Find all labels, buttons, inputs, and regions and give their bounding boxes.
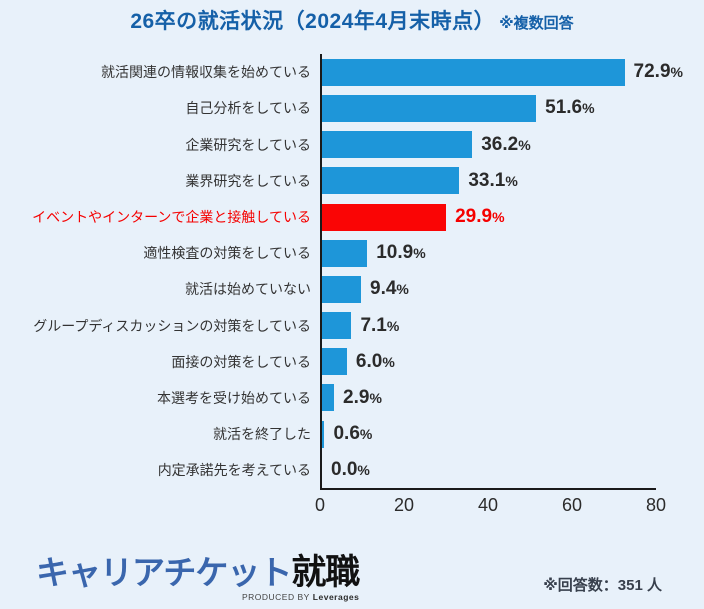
plot-area: 7.1%: [320, 307, 654, 344]
chart-row: 企業研究をしている 36.2%: [0, 126, 704, 163]
bar: [322, 348, 347, 376]
category-label: 就活関連の情報収集を始めている: [101, 64, 311, 81]
value-label: 9.4%: [370, 278, 409, 300]
category-label: 本選考を受け始めている: [157, 389, 311, 406]
x-axis-ticks: 0 20 40 60 80: [315, 490, 666, 518]
chart-row: 業界研究をしている 33.1%: [0, 162, 704, 199]
chart-row: イベントやインターンで企業と接触している 29.9%: [0, 198, 704, 236]
x-tick-label: 80: [645, 495, 667, 516]
chart-row: 自己分析をしている 51.6%: [0, 90, 704, 127]
value-label: 29.9%: [455, 206, 505, 228]
page-title: 26卒の就活状況（2024年4月末時点） ※複数回答: [0, 0, 704, 34]
chart-row: 内定承諾先を考えている 0.0%: [0, 452, 704, 489]
value-label: 33.1%: [468, 169, 518, 191]
logo-produced-by: PRODUCED BY Leverages: [241, 591, 360, 602]
brand-logo-text: キャリアチケット就職: [36, 552, 360, 592]
bar: [322, 275, 361, 303]
page-title-note: ※複数回答: [499, 15, 574, 32]
category-label: 適性検査の対策をしている: [143, 245, 311, 262]
category-label: グループディスカッションの対策をしている: [33, 317, 311, 334]
category-label: イベントやインターンで企業と接触している: [32, 209, 311, 226]
plot-area: 6.0%: [320, 343, 654, 380]
bar-chart: 就活関連の情報収集を始めている 72.9% 自己分析をしている 51.6% 企業研究をし…: [0, 54, 704, 518]
bar-rows: 就活関連の情報収集を始めている 72.9% 自己分析をしている 51.6% 企業研究をし…: [0, 54, 704, 489]
bar: [322, 239, 368, 267]
chart-row: 就活を終了した 0.6%: [0, 416, 704, 453]
respondents-note: ※回答数：351 人: [543, 577, 662, 594]
bar: [322, 167, 460, 195]
bar: [322, 384, 335, 412]
plot-area: 0.6%: [320, 416, 654, 453]
plot-area: 9.4%: [320, 271, 654, 308]
brand-logo: キャリアチケット就職 PRODUCED BY Leverages: [36, 552, 360, 602]
x-tick-label: 40: [477, 495, 499, 516]
category-label: 面接の対策をしている: [171, 353, 311, 370]
bar: [322, 420, 325, 448]
category-label: 就活は始めていない: [185, 281, 311, 298]
value-label: 0.0%: [331, 459, 370, 481]
x-tick-label: 0: [314, 495, 326, 516]
chart-row: 就活関連の情報収集を始めている 72.9%: [0, 54, 704, 91]
x-tick-label: 60: [561, 495, 583, 516]
category-label: 内定承諾先を考えている: [157, 462, 311, 479]
plot-area: 72.9%: [320, 54, 683, 91]
chart-row: 就活は始めていない 9.4%: [0, 271, 704, 308]
value-label: 51.6%: [545, 97, 595, 119]
category-label: 企業研究をしている: [185, 136, 311, 153]
bar: [322, 312, 352, 340]
plot-area: 36.2%: [320, 126, 654, 163]
value-label: 0.6%: [333, 423, 373, 445]
category-label: 業界研究をしている: [185, 172, 311, 189]
value-label: 7.1%: [360, 314, 400, 336]
chart-row: 本選考を受け始めている 2.9%: [0, 379, 704, 417]
logo-brand-text: キャリアチケット: [36, 553, 292, 591]
plot-area: 2.9%: [320, 379, 654, 417]
bar: [322, 94, 537, 122]
value-label: 72.9%: [633, 61, 683, 83]
chart-row: グループディスカッションの対策をしている 7.1%: [0, 307, 704, 344]
chart-row: 面接の対策をしている 6.0%: [0, 343, 704, 380]
chart-row: 適性検査の対策をしている 10.9%: [0, 235, 704, 272]
plot-area: 0.0%: [320, 452, 654, 489]
value-label: 2.9%: [343, 386, 382, 408]
plot-area: 29.9%: [320, 198, 654, 236]
bar-highlighted: [322, 203, 447, 231]
plot-area: 51.6%: [320, 90, 654, 127]
x-axis-line: [320, 488, 656, 491]
category-label: 就活を終了した: [213, 426, 311, 443]
value-label: 6.0%: [355, 350, 395, 372]
plot-area: 10.9%: [320, 235, 654, 272]
value-label: 36.2%: [481, 133, 531, 155]
plot-area: 33.1%: [320, 162, 654, 199]
page-title-main: 26卒の就活状況（2024年4月末時点）: [130, 10, 496, 33]
logo-suffix-text: 就職: [291, 552, 360, 592]
value-label: 10.9%: [376, 242, 426, 264]
category-label: 自己分析をしている: [185, 100, 311, 117]
bar: [322, 131, 473, 159]
bar: [322, 58, 625, 86]
x-tick-label: 20: [393, 495, 415, 516]
